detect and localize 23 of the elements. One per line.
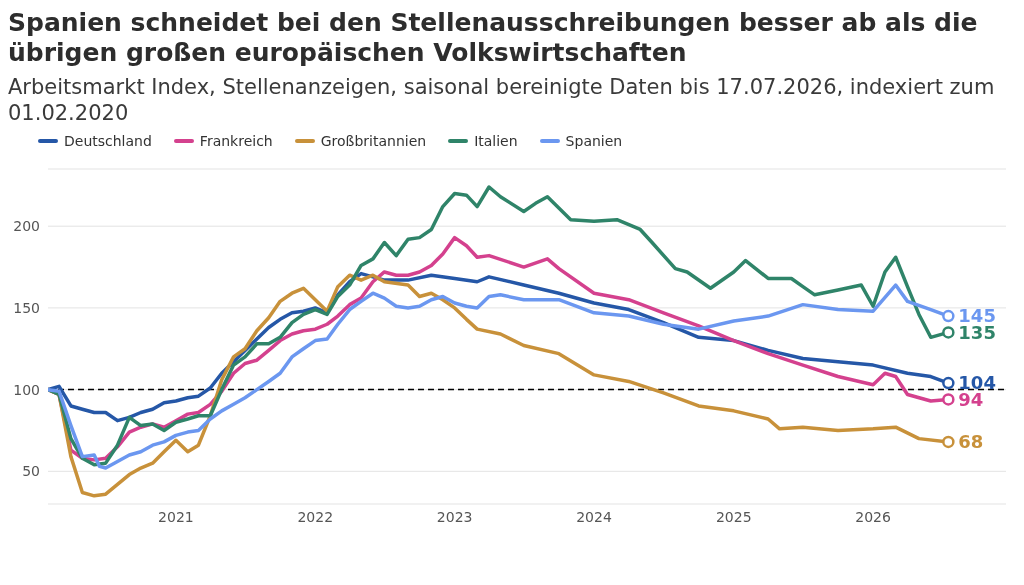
point (942, 309, 955, 322)
x-tick-label: 2023 (436, 508, 473, 525)
point (942, 325, 955, 339)
x-tick-label: 2021 (158, 508, 194, 525)
legend-label: Frankreich (199, 132, 273, 149)
legend-label: Großbritannien (320, 132, 427, 149)
y-tick-label: 100 (13, 381, 40, 398)
data-label: 68 (958, 430, 984, 452)
point (942, 392, 955, 406)
point (942, 376, 955, 389)
x-tick-label: 2026 (855, 508, 892, 525)
x-tick-label: 2025 (715, 508, 752, 525)
chart-subtitle: Arbeitsmarkt Index, Stellenanzeigen, saisonal bereinigte Daten bis 17.07.2026, indexiert zum 01.02.2020 (8, 74, 996, 127)
legend-label: Deutschland (64, 132, 152, 149)
x-tick-label: 2024 (576, 508, 612, 525)
y-tick-label: 50 (22, 462, 40, 479)
legend-label: Italien (474, 132, 518, 149)
chart-title: Spanien schneidet bei den Stellenausschreibungen besser ab als die übrigen großen europäischen Volkswirtschaften (8, 8, 979, 68)
y-tick-label: 200 (13, 217, 40, 234)
x-tick-label: 2022 (297, 508, 334, 525)
point (942, 435, 955, 448)
y-tick-label: 150 (13, 299, 40, 316)
legend-label: Spanien (565, 132, 623, 149)
